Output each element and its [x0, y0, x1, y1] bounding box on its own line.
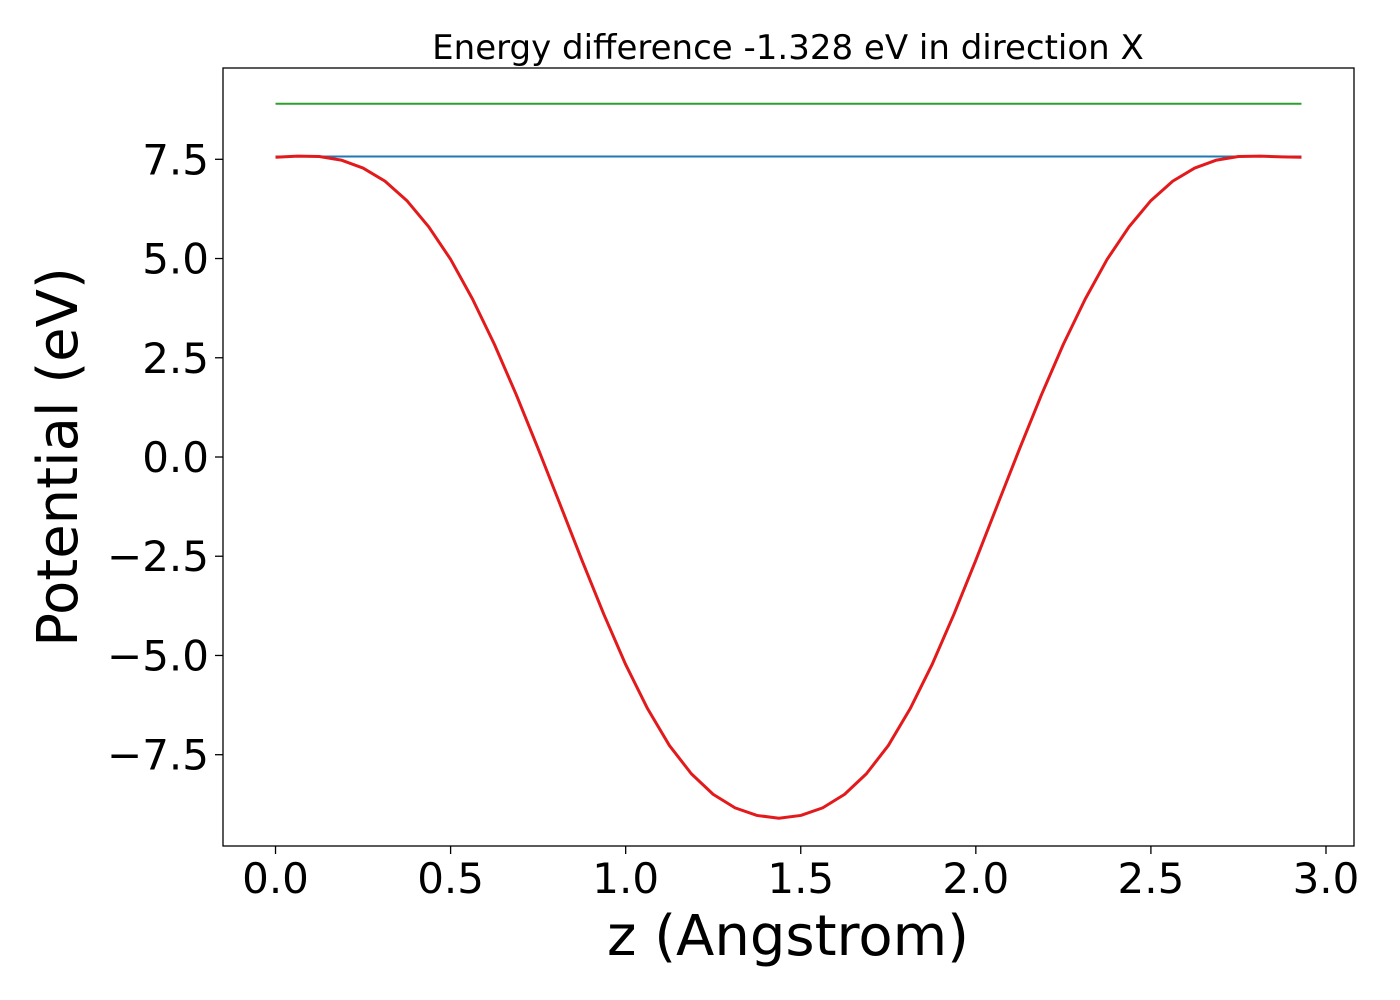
- x-tick-label: 3.0: [1293, 854, 1360, 903]
- y-tick-label: 0.0: [142, 433, 209, 482]
- y-axis-ticks: 7.5 5.0 2.5 0.0 −2.5 −5.0 −7.5: [107, 135, 223, 780]
- y-tick-label: 7.5: [142, 135, 209, 184]
- x-tick-label: 2.0: [942, 854, 1009, 903]
- x-axis-ticks: 0.0 0.5 1.0 1.5 2.0 2.5 3.0: [242, 846, 1359, 903]
- y-axis-label: Potential (eV): [26, 267, 91, 647]
- x-tick-label: 0.0: [242, 854, 309, 903]
- x-tick-label: 1.5: [767, 854, 834, 903]
- x-tick-label: 2.5: [1118, 854, 1185, 903]
- y-tick-label: 5.0: [142, 235, 209, 284]
- chart-title: Energy difference -1.328 eV in direction…: [432, 28, 1144, 68]
- y-tick-label: 2.5: [142, 334, 209, 383]
- series-layer: [275, 102, 1302, 820]
- x-axis-label: z (Angstrom): [607, 904, 969, 969]
- series-line-2: [275, 154, 1302, 820]
- y-tick-label: −5.0: [107, 631, 209, 680]
- y-tick-label: −2.5: [107, 532, 209, 581]
- x-tick-label: 1.0: [592, 854, 659, 903]
- y-tick-label: −7.5: [107, 731, 209, 780]
- plot-frame: [222, 67, 1355, 847]
- x-tick-label: 0.5: [417, 854, 484, 903]
